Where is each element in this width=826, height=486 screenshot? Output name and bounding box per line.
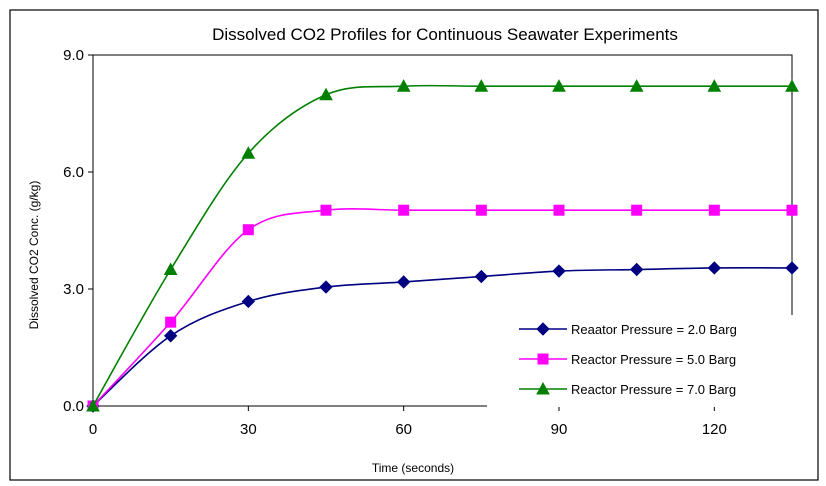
data-point-triangle [707,79,722,92]
data-point-square [475,204,487,216]
y-tick-label: 9.0 [63,47,84,64]
y-axis-label: Dissolved CO2 Conc. (g/kg) [27,181,41,330]
x-axis-label: Time (seconds) [372,461,454,475]
chart-title: Dissolved CO2 Profiles for Continuous Se… [212,25,678,44]
data-point-diamond [396,275,411,289]
data-point-square [242,224,254,236]
data-point-triangle [86,398,100,412]
data-point-triangle [536,381,550,395]
data-point-square [537,353,549,365]
data-point-diamond [319,280,333,294]
data-point-diamond [707,261,722,275]
data-point-square [398,204,410,216]
data-point-square [631,204,643,216]
data-point-diamond [536,322,550,336]
data-point-triangle [552,79,566,92]
data-point-triangle [396,79,411,92]
y-tick-label: 6.0 [63,164,84,181]
x-tick-label: 120 [702,421,727,438]
series-line-2 [92,207,792,407]
plot-area: 0.0 3.0 6.0 9.0 0 30 60 90 120 [63,47,799,438]
y-tick-label: 0.0 [63,398,84,415]
data-point-triangle [785,79,799,92]
data-point-diamond [552,264,566,278]
data-point-diamond [474,269,489,284]
x-tick-label: 30 [240,421,257,438]
data-point-square [320,204,332,216]
x-tick-label: 0 [89,421,97,438]
data-point-diamond [785,261,799,275]
data-point-square [553,204,565,216]
series-line-1 [92,267,793,407]
data-point-diamond [163,329,178,343]
data-point-triangle [319,87,333,101]
data-point-diamond [629,262,644,277]
x-tick-label: 90 [551,421,568,438]
data-point-square [165,316,177,328]
data-point-triangle [163,262,178,275]
data-point-diamond [241,294,256,309]
legend-label: Reactor Pressure = 5.0 Barg [571,352,736,367]
data-point-triangle [629,79,644,92]
y-tick-label: 3.0 [63,281,84,298]
data-point-triangle [241,146,256,159]
legend-label: Reaator Pressure = 2.0 Barg [571,322,737,337]
legend: Reaator Pressure = 2.0 Barg Reactor Press… [487,315,817,407]
data-point-square [786,204,798,216]
plot-border [92,54,793,407]
data-point-square [708,204,720,216]
chart-border [9,9,819,481]
series-line-3 [92,84,792,407]
data-point-triangle [474,79,489,92]
x-tick-label: 60 [395,421,412,438]
legend-label: Reactor Pressure = 7.0 Barg [571,382,736,397]
